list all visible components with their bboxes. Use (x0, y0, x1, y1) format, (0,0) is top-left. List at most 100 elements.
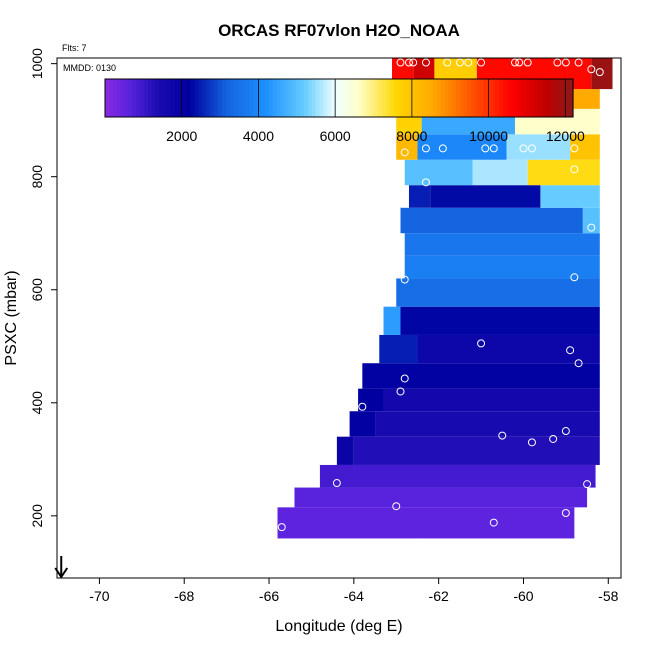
colorbar-swatch (424, 79, 430, 117)
colorbar-swatch (319, 79, 324, 117)
colorbar-swatch (471, 79, 477, 117)
colorbar-swatch (530, 79, 535, 117)
colorbar-swatch (561, 79, 566, 117)
colorbar-swatch (381, 79, 387, 117)
data-point (358, 402, 367, 411)
data-point (392, 169, 401, 178)
colorbar-swatch (487, 79, 492, 117)
data-point (570, 273, 579, 282)
data-point (400, 374, 409, 383)
heatmap-cell (582, 207, 600, 234)
colorbar-swatch (483, 79, 488, 117)
colorbar-swatch (222, 79, 227, 117)
colorbar-swatch (120, 79, 126, 117)
heatmap-cell (400, 306, 600, 335)
data-point (527, 438, 536, 447)
x-tick-label: -70 (89, 588, 109, 604)
data-point (400, 148, 409, 157)
colorbar-swatch (292, 79, 297, 117)
y-axis: 200 400 600 800 1000 (29, 48, 57, 528)
colorbar-swatch (229, 79, 235, 117)
colorbar-swatch (456, 79, 461, 117)
colorbar-swatch (112, 79, 118, 117)
colorbar-swatch (245, 79, 250, 117)
colorbar-tick-label: 6000 (320, 128, 351, 144)
data-point (566, 346, 575, 355)
heatmap-cell (527, 159, 600, 186)
data-point (421, 58, 430, 67)
data-point (587, 223, 596, 232)
colorbar-swatch (526, 79, 531, 117)
colorbar-swatch (315, 79, 321, 117)
heatmap-cell (349, 411, 376, 437)
colorbar-tick-label: 2000 (166, 128, 197, 144)
data-point (464, 58, 473, 67)
colorbar-swatch (444, 79, 449, 117)
colorbar-swatch (518, 79, 523, 117)
colorbar-swatch (327, 79, 332, 117)
heatmap-cell (294, 487, 588, 508)
data-point (523, 58, 532, 67)
data-point (587, 65, 596, 74)
observation-points (277, 58, 604, 532)
colorbar-swatch (413, 79, 418, 117)
data-point (570, 144, 579, 153)
y-tick-label: 600 (29, 278, 45, 302)
heatmap-cell (379, 334, 418, 364)
colorbar-swatch (463, 79, 469, 117)
colorbar-swatch (401, 79, 406, 117)
colorbar-swatch (237, 79, 243, 117)
data-point (409, 58, 418, 67)
data-point (574, 58, 583, 67)
colorbar-swatch (296, 79, 301, 117)
colorbar-swatch (362, 79, 367, 117)
colorbar-swatch (171, 79, 176, 117)
x-tick-label: -64 (344, 588, 364, 604)
data-point (570, 165, 579, 174)
flights-label: Flts: 7 (62, 43, 87, 53)
colorbar-swatch (565, 79, 570, 117)
date-label: MMDD: 0130 (63, 63, 116, 73)
colorbar-swatch (428, 79, 434, 117)
colorbar-swatch (459, 79, 465, 117)
colorbar-swatch (198, 79, 204, 117)
colorbar-swatch (210, 79, 215, 117)
y-tick-label: 200 (29, 504, 45, 528)
heatmap-cell (277, 507, 575, 539)
colorbar-tick-label: 4000 (243, 128, 274, 144)
data-point (383, 292, 392, 301)
data-point (404, 58, 413, 67)
x-tick-label: -66 (259, 588, 279, 604)
colorbar-swatch (549, 79, 555, 117)
x-axis: -70 -68 -66 -64 -62 -60 -58 (89, 578, 619, 604)
colorbar-swatch (354, 79, 360, 117)
colorbar-tick-label: 10000 (469, 128, 508, 144)
heatmap-cell (430, 185, 541, 208)
heatmap-cell (404, 159, 473, 186)
colorbar-swatch (144, 79, 149, 117)
heatmap-cell (404, 233, 600, 256)
data-point (549, 434, 558, 443)
data-point (455, 58, 464, 67)
colorbar-swatch (105, 79, 110, 117)
colorbar-swatch (502, 79, 508, 117)
heatmap-cell (417, 334, 600, 364)
colorbar-swatch (253, 79, 258, 117)
heatmap-cell (570, 134, 600, 160)
data-point (396, 58, 405, 67)
colorbar-swatch (506, 79, 512, 117)
y-tick-label: 1000 (29, 48, 45, 79)
data-point (527, 144, 536, 153)
colorbar-swatch (541, 79, 547, 117)
colorbar-swatch (342, 79, 348, 117)
colorbar-swatch (108, 79, 114, 117)
colorbar-tick-label: 12000 (546, 128, 585, 144)
data-point (489, 518, 498, 527)
colorbar-swatch (553, 79, 558, 117)
data-point (583, 480, 592, 489)
colorbar-swatch (163, 79, 168, 117)
colorbar-swatch (257, 79, 262, 117)
colorbar-swatch (307, 79, 313, 117)
data-point (477, 58, 486, 67)
